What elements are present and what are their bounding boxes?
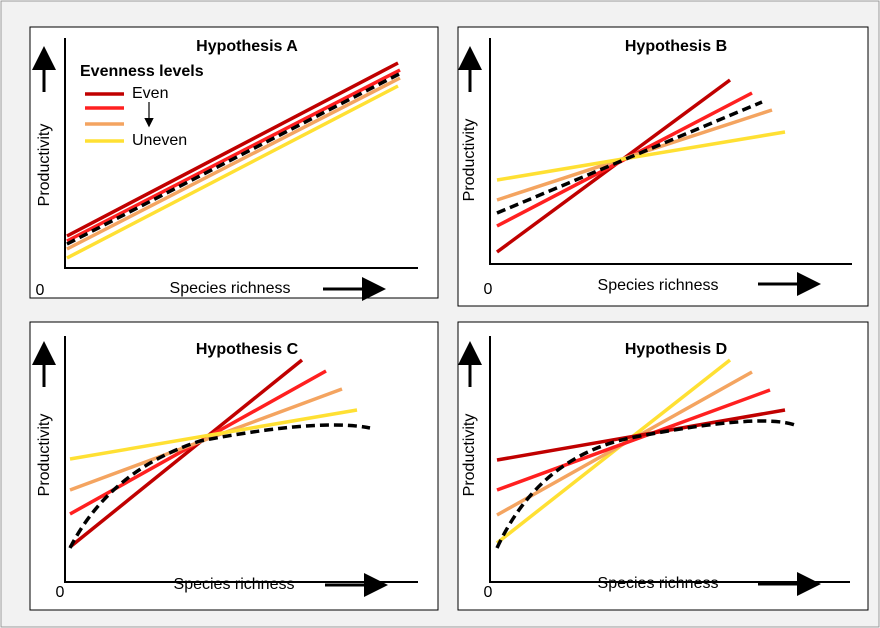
panel-title: Hypothesis B (625, 38, 727, 55)
origin: 0 (484, 281, 493, 298)
y-label: Productivity (461, 119, 478, 202)
x-label: Species richness (170, 280, 291, 297)
panel-b: Hypothesis B Productivity Species richne… (457, 26, 869, 307)
panel-d: Hypothesis D Productivity Species richne… (457, 321, 869, 611)
origin: 0 (484, 584, 493, 601)
legend-item: Uneven (132, 132, 187, 149)
x-label: Species richness (598, 575, 719, 592)
panel-a: Evenness levels Even Uneven Hypothesis A… (29, 26, 439, 301)
x-label: Species richness (174, 576, 295, 593)
panel-title: Hypothesis A (196, 38, 298, 55)
legend-title: Evenness levels (80, 63, 204, 80)
origin: 0 (36, 282, 45, 299)
y-label: Productivity (461, 414, 478, 497)
panel-c: Hypothesis C Productivity Species richne… (29, 321, 439, 611)
y-label: Productivity (36, 124, 53, 207)
panel-title: Hypothesis D (625, 341, 727, 358)
origin: 0 (56, 584, 65, 601)
y-label: Productivity (36, 414, 53, 497)
x-label: Species richness (598, 277, 719, 294)
panel-title: Hypothesis C (196, 341, 299, 358)
legend-item: Even (132, 85, 168, 102)
